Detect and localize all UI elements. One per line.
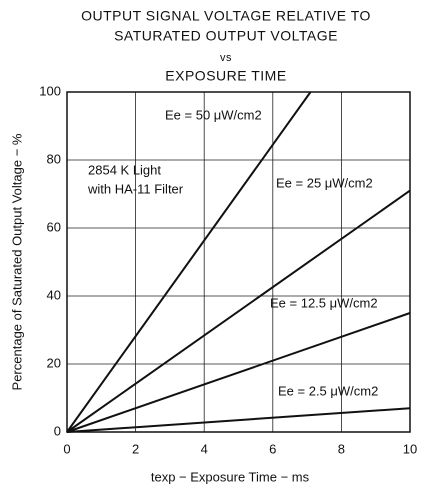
y-axis-label: Percentage of Saturated Output Voltage −… [9,133,24,390]
plot-frame [66,91,411,433]
series-label: Ee = 50 μW/cm2 [165,107,262,122]
chart-title: SATURATED OUTPUT VOLTAGE [114,28,338,44]
annotation: 2854 K Light [88,162,161,177]
chart-title: OUTPUT SIGNAL VOLTAGE RELATIVE TO [81,8,371,24]
x-tick-label: 4 [201,441,208,456]
chart-title: vs [220,52,232,64]
series-label: Ee = 25 μW/cm2 [276,175,373,190]
series-label: Ee = 2.5 μW/cm2 [278,383,378,398]
y-tick-label: 20 [47,355,61,370]
y-tick-label: 80 [47,151,61,166]
line-series [66,407,411,433]
x-axis-label: texp − Exposure Time − ms [151,469,310,484]
y-tick-label: 40 [47,287,61,302]
series-label: Ee = 12.5 μW/cm2 [270,295,378,310]
x-tick-label: 8 [338,441,345,456]
y-tick-label: 60 [47,219,61,234]
line-series [66,91,312,433]
x-tick-label: 10 [403,441,417,456]
line-series [66,189,411,433]
x-tick-label: 2 [132,441,139,456]
chart-title: EXPOSURE TIME [165,68,286,84]
x-tick-label: 0 [63,441,70,456]
x-tick-label: 6 [269,441,276,456]
y-tick-label: 100 [39,83,61,98]
y-tick-label: 0 [54,423,61,438]
line-series [66,312,411,433]
